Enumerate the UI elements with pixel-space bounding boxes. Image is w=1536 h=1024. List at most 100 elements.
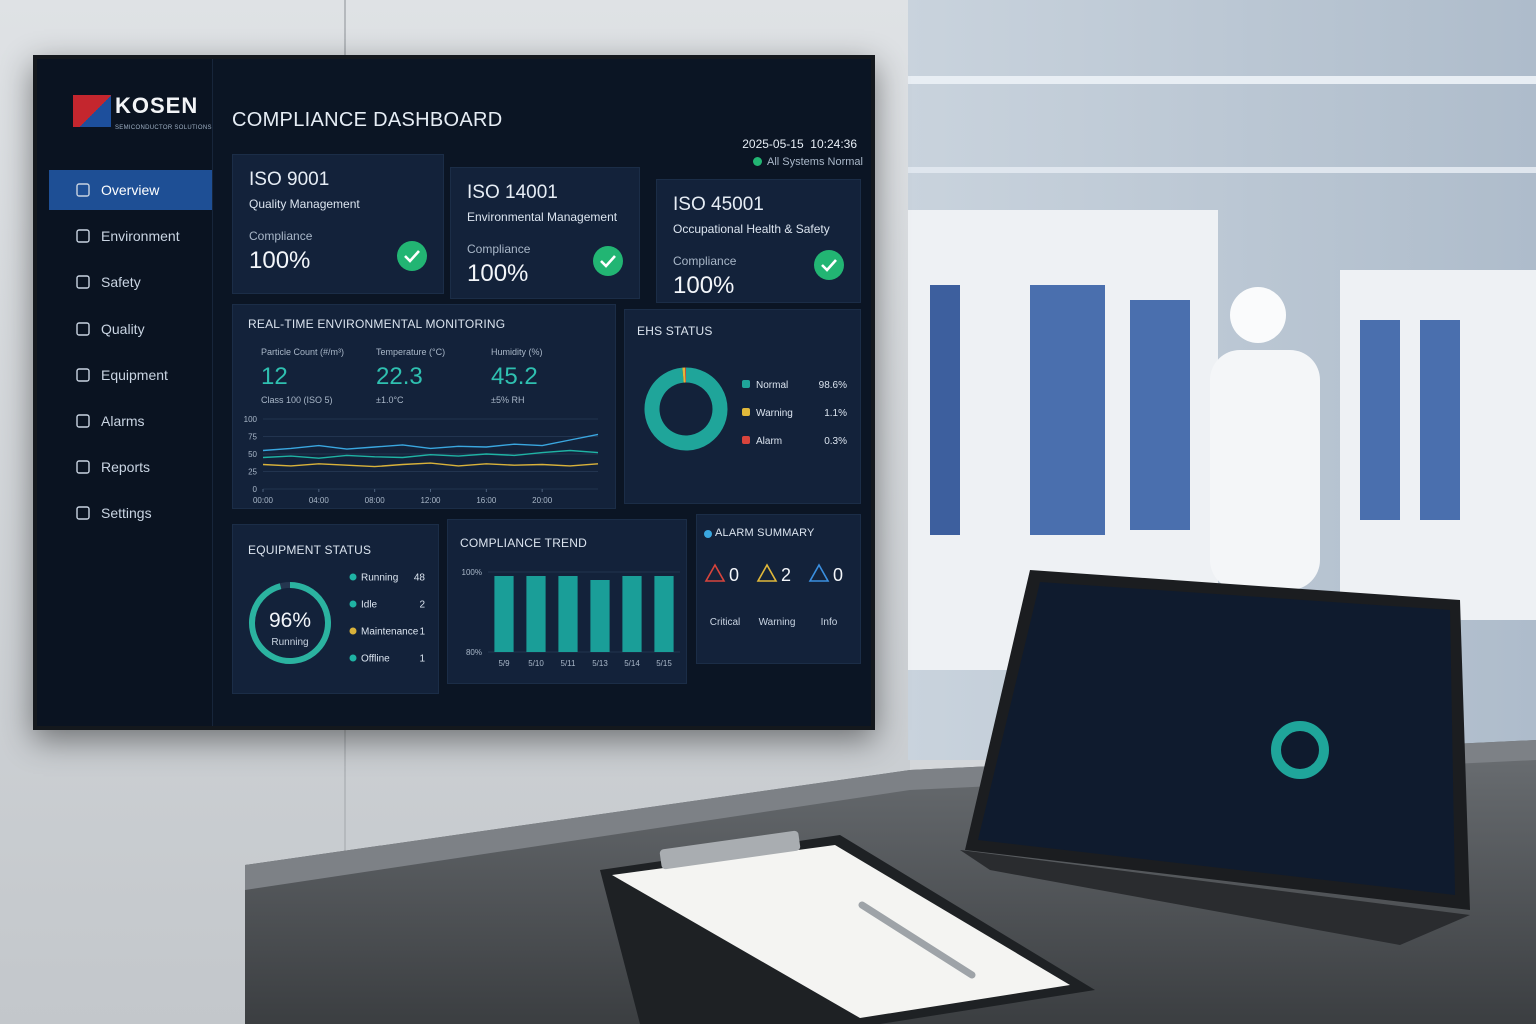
alarm-label: Info [821,617,838,628]
page-title: COMPLIANCE DASHBOARD [232,109,503,131]
chart: 80% 100% 5/9 5/10 5/11 5/13 5/14 5/15 [462,568,680,668]
worker-helmet [1230,287,1286,343]
clip [659,830,801,870]
bar [494,576,514,652]
y-tick-label: 100% [462,568,482,577]
x-tick-label: 00:00 [253,496,274,505]
card-code: ISO 9001 [249,169,330,190]
x-tick-label: 12:00 [420,496,441,505]
alarm-count: 2 [781,565,791,585]
chart: Normal 98.6% Warning 1.1% Alarm 0.3% [644,367,847,451]
card-value: 100% [673,272,735,299]
compliance-card: ISO 45001 Occupational Health & Safety Com… [656,179,861,303]
ehs-panel: EHS STATUS Normal 98.6% Warning 1.1% Alarm 0.… [624,309,861,504]
metric-label: Humidity (%) [491,347,543,357]
chart: 0 25 50 75 100 00:00 04:00 08:00 12:00 16:00 20:00 [244,415,599,505]
status-dot [349,627,357,635]
x-tick-label: 5/10 [528,659,544,668]
legend-value: 1.1% [824,408,847,419]
donut-slice [644,367,728,451]
panel-title: EQUIPMENT STATUS [248,543,372,557]
check-badge [593,246,623,276]
card-code: ISO 45001 [673,194,764,215]
nav-item[interactable]: Overview [49,170,212,210]
machine-window [1420,320,1460,520]
x-tick-label: 20:00 [532,496,553,505]
nav-icon-shape [76,460,90,474]
nav-icon [76,368,90,382]
nav-item[interactable]: Reports [49,447,212,487]
status-count: 1 [419,654,425,665]
system-status: All Systems Normal [767,156,863,168]
nav-item[interactable]: Environment [49,216,212,256]
tablet-donut [1271,721,1329,779]
x-tick-label: 5/9 [498,659,510,668]
nav-icon [76,460,90,474]
alarm-icon [756,563,778,582]
nav-icon [76,229,90,243]
bar [526,576,546,652]
status-dot [349,600,357,608]
trend-panel: COMPLIANCE TREND 80% 100% 5/9 5/10 5/11 5/13 5… [447,519,687,684]
tablet-stand [960,850,1470,945]
x-tick-label: 5/13 [592,659,608,668]
compliance-card: ISO 14001 Environmental Management Complia… [450,167,640,299]
machine-window [1360,320,1400,520]
datetime: 2025-05-15 10:24:36 [742,137,857,151]
gauge-arc [249,582,331,664]
nav-icon [76,506,90,521]
card-value: 100% [467,260,529,287]
nav-icon-shape [76,321,90,336]
bar [622,576,642,652]
nav-item[interactable]: Equipment [49,355,212,395]
bar [558,576,578,652]
environment-panel: REAL-TIME ENVIRONMENTAL MONITORING Parti… [232,304,616,509]
machine-window [1030,285,1105,535]
check-mark [600,255,616,268]
brand-tagline: SEMICONDUCTOR SOLUTIONS [115,125,212,131]
nav-item[interactable]: Alarms [49,401,212,441]
logo [73,95,111,127]
nav-item[interactable]: Settings [49,493,212,533]
nav-icon [76,275,90,290]
nav-icon [76,183,90,197]
nav-item[interactable]: Quality [49,309,212,349]
alarm-panel: ALARM SUMMARY 0 Critical 2 Warning 0 Info [696,514,861,664]
panel-title: ALARM SUMMARY [715,527,815,539]
x-tick-label: 5/14 [624,659,640,668]
nav-icon-shape [76,368,90,382]
metric-note: ±1.0°C [376,395,404,405]
nav-icon [76,414,90,428]
check-icon [821,259,837,272]
gauge-value: 96% [269,609,311,632]
nav-item[interactable]: Safety [49,262,212,302]
alarm-icon [808,563,830,582]
nav-icon-shape [76,183,90,197]
status-label: Maintenance [361,627,419,638]
legend-label: Normal [756,380,788,391]
line-series [262,433,599,452]
status-label: Offline [361,654,390,665]
legend-swatch [742,408,750,416]
check-badge [814,250,844,280]
card-value: 100% [249,247,311,274]
machine-window [1130,300,1190,530]
nav-icon [76,321,90,336]
equipment-panel: EQUIPMENT STATUS 96% Running Running 48 Idle… [232,524,439,694]
status-dot [349,654,357,662]
alarm-dot [704,530,712,538]
line-series [262,449,599,459]
x-tick-label: 5/11 [561,659,577,668]
gauge-caption: Running [271,637,308,648]
tablet-screen [978,582,1455,895]
x-tick-label: 5/15 [656,659,672,668]
legend-value: 0.3% [824,436,847,447]
card-label: Compliance [673,254,737,268]
check-icon [600,255,616,268]
y-tick-label: 25 [248,468,257,477]
legend-label: Alarm [756,436,782,447]
card-name: Quality Management [249,197,360,211]
status-label: Running [361,573,398,584]
card-label: Compliance [467,242,531,256]
